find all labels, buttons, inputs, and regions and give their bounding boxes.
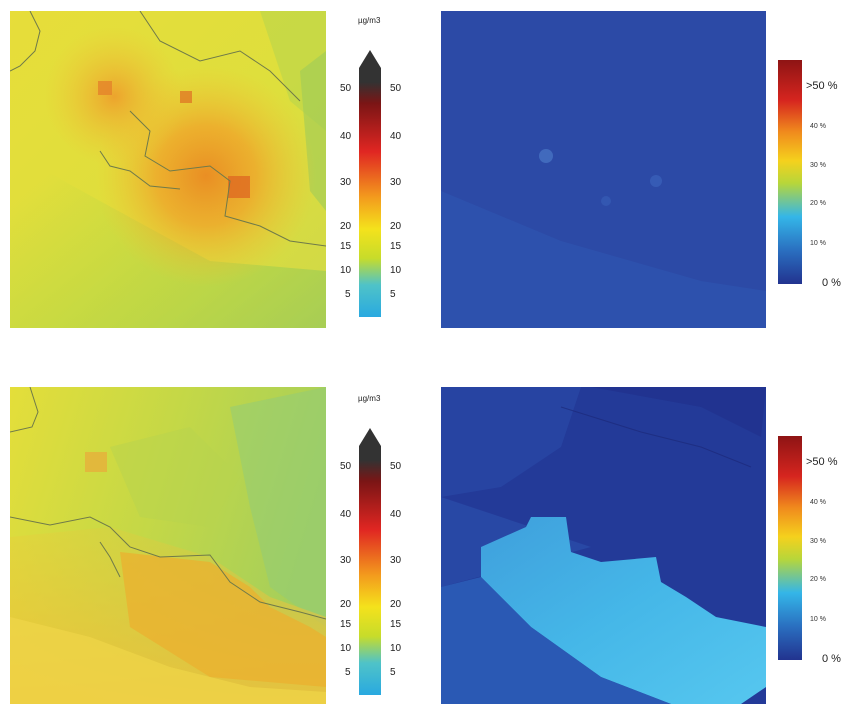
bottom-concentration-colorbar: µg/m3 50 50 40 40 30 30 20 20 15 15 10 1… [340,394,410,708]
bottom-conc-tick-left: 20 [340,599,352,610]
top-conc-tick-left: 5 [345,289,351,300]
bottom-conc-tick-right: 50 [390,461,402,472]
top-conc-tick-left: 30 [340,177,352,188]
bottom-conc-tick-right: 40 [390,509,402,520]
top-share-label: 10 % [810,240,826,247]
bottom-conc-tick-right: 10 [390,643,402,654]
bottom-conc-tick-right: 15 [390,619,402,630]
top-share-map [441,11,766,328]
bottom-share-label: 40 % [810,499,826,506]
bottom-conc-tick-right: 20 [390,599,402,610]
top-conc-tick-right: 5 [390,289,396,300]
top-conc-tick-left: 40 [340,131,352,142]
top-concentration-unit: µg/m3 [358,16,381,25]
top-share-label-max: >50 % [806,80,838,92]
top-share-label-min: 0 % [822,277,841,289]
bottom-conc-tick-left: 15 [340,619,352,630]
top-share-label: 20 % [810,200,826,207]
bottom-share-label: 10 % [810,616,826,623]
top-conc-tick-right: 50 [390,83,402,94]
top-conc-tick-right: 15 [390,241,402,252]
top-share-colorbar: >50 % 40 % 30 % 20 % 10 % 0 % [776,60,852,295]
bottom-conc-tick-left: 30 [340,555,352,566]
top-conc-tick-left: 20 [340,221,352,232]
bottom-conc-tick-left: 50 [340,461,352,472]
bottom-conc-tick-left: 5 [345,667,351,678]
top-concentration-map [10,11,326,328]
bottom-share-label: 20 % [810,576,826,583]
top-conc-tick-left: 15 [340,241,352,252]
top-share-label: 40 % [810,123,826,130]
bottom-share-label-min: 0 % [822,653,841,665]
top-conc-tick-right: 10 [390,265,402,276]
bottom-share-colorbar: >50 % 40 % 30 % 20 % 10 % 0 % [776,436,852,671]
bottom-share-map [441,387,766,704]
top-conc-tick-right: 20 [390,221,402,232]
bottom-conc-tick-right: 5 [390,667,396,678]
bottom-share-label-max: >50 % [806,456,838,468]
bottom-conc-tick-left: 40 [340,509,352,520]
bottom-concentration-unit: µg/m3 [358,394,381,403]
bottom-conc-tick-left: 10 [340,643,352,654]
top-conc-tick-right: 30 [390,177,402,188]
top-concentration-colorbar: µg/m3 50 50 40 40 30 30 20 20 15 15 10 1… [340,16,410,330]
top-share-label: 30 % [810,162,826,169]
bottom-concentration-map [10,387,326,704]
top-conc-tick-left: 50 [340,83,352,94]
top-conc-tick-left: 10 [340,265,352,276]
bottom-conc-tick-right: 30 [390,555,402,566]
bottom-share-label: 30 % [810,538,826,545]
top-conc-tick-right: 40 [390,131,402,142]
